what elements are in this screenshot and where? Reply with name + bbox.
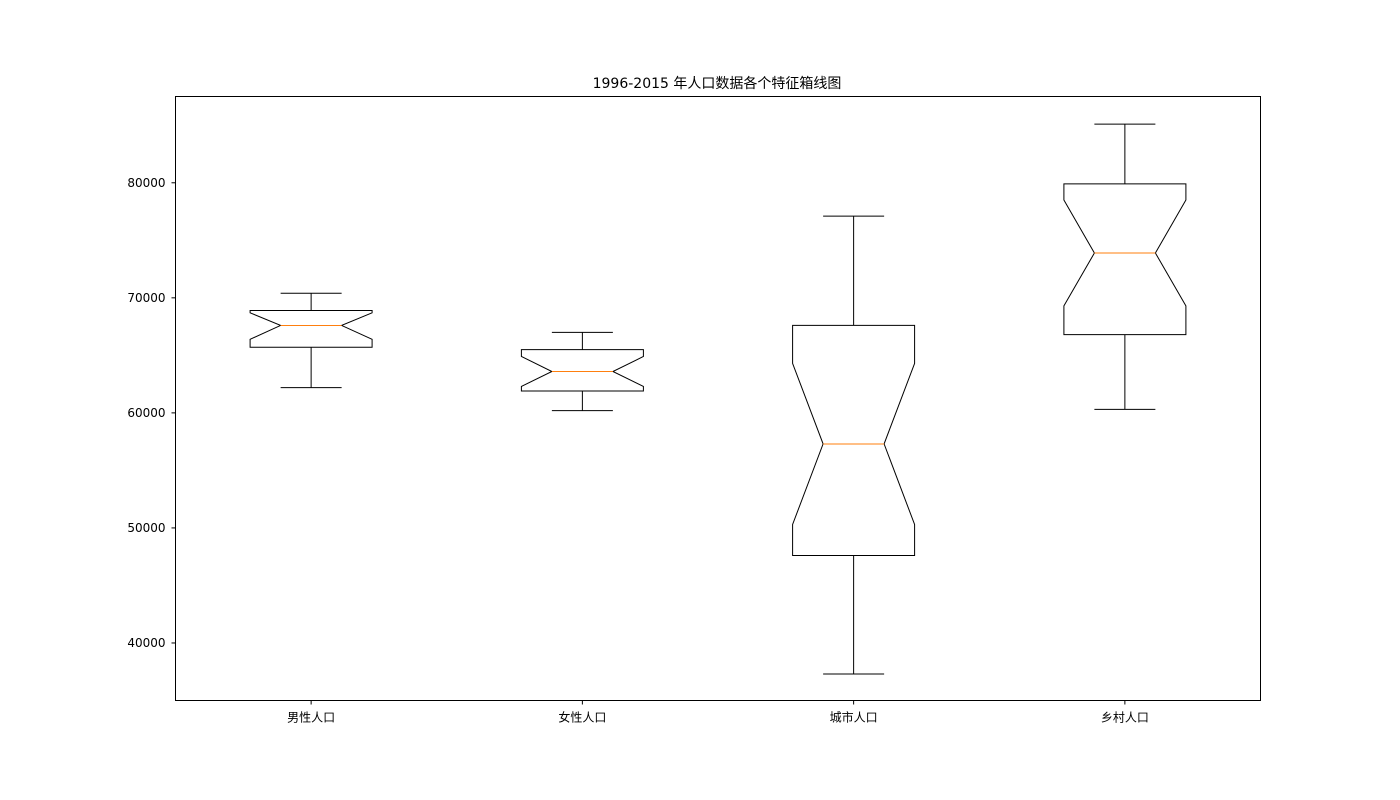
y-tick-label: 60000	[127, 406, 165, 420]
chart-title: 1996-2015 年人口数据各个特征箱线图	[593, 76, 842, 92]
box	[249, 310, 373, 348]
x-tick-label: 乡村人口	[1101, 711, 1149, 725]
y-tick-label: 40000	[127, 636, 165, 650]
y-tick-label: 80000	[127, 176, 165, 190]
x-tick-label: 城市人口	[830, 710, 878, 725]
y-tick-label: 70000	[127, 291, 165, 305]
axes-frame	[175, 96, 1261, 701]
box	[1063, 183, 1187, 336]
x-tick-label: 女性人口	[558, 710, 606, 725]
plot-area: 40000 50000 60000 70000 80000 男性人口 女性人口 城市人口 乡村人…	[127, 123, 1187, 725]
y-tick-label: 50000	[127, 521, 165, 535]
x-tick-label: 男性人口	[287, 711, 335, 725]
box	[520, 349, 644, 392]
box	[792, 324, 916, 556]
